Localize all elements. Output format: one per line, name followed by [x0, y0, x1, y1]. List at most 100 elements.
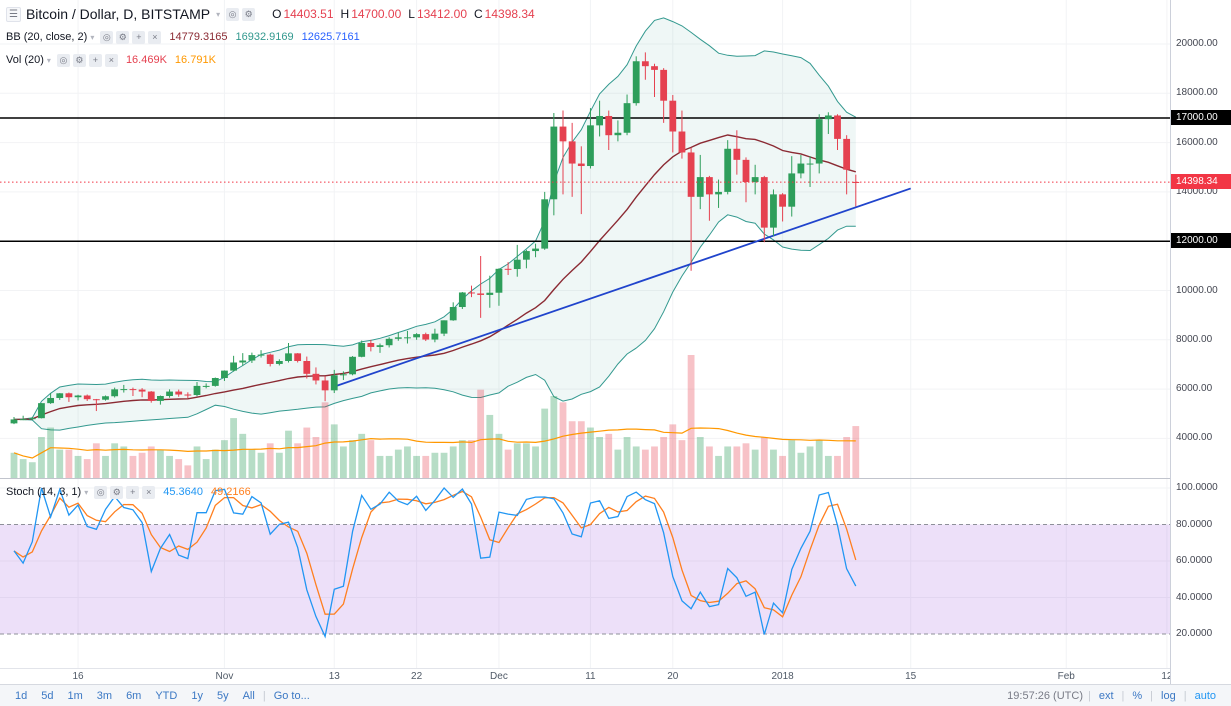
volume-indicator-label[interactable]: Vol (20): [6, 54, 44, 66]
symbol-title[interactable]: Bitcoin / Dollar, D, BITSTAMP: [25, 6, 211, 22]
close-label: C: [474, 7, 483, 21]
time-tick-label: Nov: [215, 671, 234, 682]
time-tick-label: 16: [72, 671, 84, 682]
time-tick-label: 11: [585, 671, 596, 682]
bb-upper-value: 16932.9169: [235, 31, 294, 43]
extended-hours-button[interactable]: ext: [1098, 689, 1114, 702]
bottom-toolbar: 1d 5d 1m 3m 6m YTD 1y 5y All | Go to... 19:57:26 (U…: [0, 684, 1231, 706]
bb-basis-value: 14779.3165: [169, 31, 228, 43]
volume-gear-icon[interactable]: ⚙: [72, 53, 86, 67]
stoch-eye-icon[interactable]: ◎: [94, 485, 108, 499]
price-axis[interactable]: 20000.00 18000.00 16000.00 14000.00 10000.00…: [1170, 0, 1231, 684]
range-ytd-button[interactable]: YTD: [155, 689, 178, 702]
bollinger-bands: [13, 17, 857, 431]
toolbar-divider: |: [1150, 689, 1154, 702]
price-tick-label: 18000.00: [1176, 87, 1218, 99]
time-tick-label: 15: [905, 671, 917, 682]
open-value: 14403.51: [283, 7, 334, 21]
time-tick-label: 12: [1161, 671, 1173, 682]
bb-indicator-label[interactable]: BB (20, close, 2): [6, 31, 88, 43]
range-6m-button[interactable]: 6m: [126, 689, 142, 702]
range-1d-button[interactable]: 1d: [15, 689, 28, 702]
stoch-indicator-label[interactable]: Stoch (14, 3, 1): [6, 486, 82, 498]
open-label: O: [272, 7, 282, 21]
price-tick-label: 4000.00: [1176, 432, 1213, 444]
price-badge: 14398.34: [1171, 174, 1231, 190]
stoch-d-value: 49.2166: [211, 486, 251, 498]
volume-plus-icon[interactable]: +: [88, 53, 102, 67]
time-tick-label: Dec: [490, 671, 508, 682]
bb-plus-icon[interactable]: +: [132, 30, 146, 44]
candles: [10, 52, 860, 425]
range-1y-button[interactable]: 1y: [191, 689, 203, 702]
bb-gear-icon[interactable]: ⚙: [116, 30, 130, 44]
time-axis[interactable]: 16 Nov 13 22 Dec 11 20 2018 15 Feb 12: [0, 668, 1173, 685]
stochastic-pane[interactable]: [0, 478, 1170, 668]
goto-button[interactable]: Go to...: [273, 689, 310, 702]
symbol-chevron-down-icon[interactable]: ▾: [216, 9, 221, 19]
symbol-menu-icon[interactable]: ☰: [6, 6, 21, 22]
price-badge: 17000.00: [1171, 109, 1231, 125]
low-label: L: [408, 7, 415, 21]
price-tick-label: 16000.00: [1176, 136, 1218, 148]
price-tick-label: 6000.00: [1176, 383, 1213, 395]
symbol-row: ☰ Bitcoin / Dollar, D, BITSTAMP ▾ ◎ ⚙ O …: [6, 4, 535, 24]
close-value: 14398.34: [484, 7, 535, 21]
settings-gear-icon[interactable]: ⚙: [242, 7, 256, 21]
stoch-k-value: 45.3640: [163, 486, 203, 498]
stoch-k-line: [13, 486, 857, 639]
chart-legend: ☰ Bitcoin / Dollar, D, BITSTAMP ▾ ◎ ⚙ O …: [6, 4, 535, 73]
clock-readout: 19:57:26 (UTC): [1007, 689, 1083, 702]
time-tick-label: 13: [328, 671, 340, 682]
bb-indicator-row: BB (20, close, 2) ▾ ◎ ⚙ + × 14779.3165 1…: [6, 27, 535, 47]
trendline: [333, 187, 911, 388]
volume-close-icon[interactable]: ×: [104, 53, 118, 67]
volume-ma-value: 16.791K: [174, 54, 216, 66]
price-tick-label: 14000.00: [1176, 185, 1218, 197]
stoch-plus-icon[interactable]: +: [126, 485, 140, 499]
volume-ma-line: [13, 427, 856, 459]
toolbar-divider: |: [262, 689, 266, 702]
log-scale-button[interactable]: log: [1161, 689, 1176, 702]
stoch-legend: Stoch (14, 3, 1) ▾ ◎ ⚙ + × 45.3640 49.21…: [6, 482, 251, 505]
stoch-close-icon[interactable]: ×: [142, 485, 156, 499]
stoch-tick-label: 20.0000: [1176, 628, 1213, 639]
low-value: 13412.00: [416, 7, 467, 21]
time-tick-label: 20: [667, 671, 679, 682]
eye-icon[interactable]: ◎: [226, 7, 240, 21]
price-tick-label: 20000.00: [1176, 38, 1218, 49]
time-tick-label: 22: [411, 671, 423, 682]
volume-indicator-row: Vol (20) ▾ ◎ ⚙ + × 16.469K 16.791K: [6, 50, 535, 70]
price-badge: 12000.00: [1171, 233, 1231, 249]
stoch-gear-icon[interactable]: ⚙: [110, 485, 124, 499]
bb-eye-icon[interactable]: ◎: [100, 30, 114, 44]
volume-value: 16.469K: [125, 54, 167, 66]
range-3m-button[interactable]: 3m: [96, 689, 113, 702]
auto-scale-button[interactable]: auto: [1194, 689, 1216, 702]
bb-chevron-down-icon[interactable]: ▾: [90, 32, 95, 42]
main-price-chart[interactable]: [0, 0, 1170, 478]
percent-scale-button[interactable]: %: [1132, 689, 1143, 702]
range-5y-button[interactable]: 5y: [216, 689, 229, 702]
volume-bars: [10, 355, 860, 478]
bb-close-icon[interactable]: ×: [148, 30, 162, 44]
volume-eye-icon[interactable]: ◎: [56, 53, 70, 67]
stoch-overbought-oversold-band: [0, 524, 1170, 634]
time-tick-label: 2018: [771, 671, 794, 682]
horizontal-lines: [0, 117, 1170, 242]
toolbar-divider: |: [1183, 689, 1187, 702]
range-all-button[interactable]: All: [242, 689, 255, 702]
price-tick-label: 8000.00: [1176, 333, 1213, 345]
price-tick-label: 10000.00: [1176, 284, 1218, 296]
range-5d-button[interactable]: 5d: [41, 689, 54, 702]
toolbar-divider: |: [1087, 689, 1091, 702]
range-1m-button[interactable]: 1m: [67, 689, 83, 702]
high-value: 14700.00: [351, 7, 402, 21]
stoch-chevron-down-icon[interactable]: ▾: [84, 487, 89, 497]
stoch-tick-label: 40.0000: [1176, 591, 1213, 603]
main-grid: [0, 0, 1170, 478]
ohlc-readout: O 14403.51 H 14700.00 L 13412.00 C 14398…: [265, 7, 535, 21]
volume-chevron-down-icon[interactable]: ▾: [46, 55, 51, 65]
stoch-tick-label: 60.0000: [1176, 555, 1213, 566]
stoch-tick-label: 80.0000: [1176, 518, 1213, 530]
